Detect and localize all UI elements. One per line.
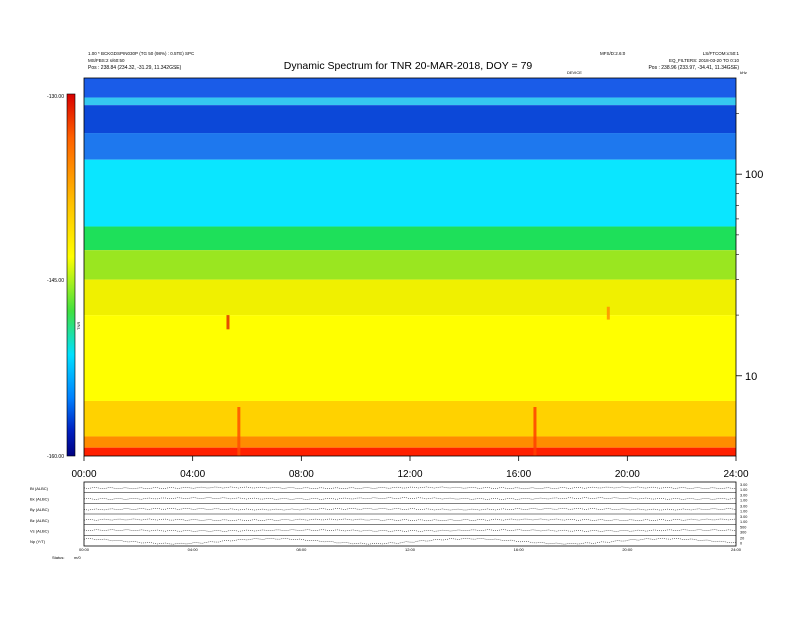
colorbar-frame [66, 93, 76, 457]
colorbar-tick-bottom: -160.00 [47, 454, 64, 460]
burst-1 [533, 407, 537, 456]
spectrum-band-8 [84, 315, 736, 401]
row-3-right-tick-1: 1.00 [740, 520, 747, 524]
row-trace-0 [83, 486, 737, 490]
status-label: Status: [52, 555, 64, 560]
row-1-right-tick-1: 1.00 [740, 499, 747, 503]
header-right-line1: LS/FTCOM:x:50:1 [703, 51, 740, 56]
spectrum-band-5 [84, 226, 736, 251]
row-3-right-tick-0: 3.00 [740, 515, 747, 519]
row-label-5: Np (Y/T) [30, 539, 46, 544]
row-0-right-tick-1: 1.00 [740, 488, 747, 492]
row-0-right-tick-0: 3.00 [740, 483, 747, 487]
row-label-0: Bt (ALBC) [30, 486, 49, 491]
row-label-3: Bz (ALBC) [30, 518, 50, 523]
lower-x-tick-5: 20:00 [622, 547, 633, 552]
spectrogram [84, 78, 736, 456]
spectrum-band-6 [84, 250, 736, 280]
header-right-line4: Pos : 238.96 (233.97, -34.41, 11.34GSE) [648, 65, 739, 71]
colorbar-tick-top: -130.00 [47, 94, 64, 100]
lower-x-tick-3: 12:00 [405, 547, 416, 552]
row-trace-4 [83, 529, 737, 532]
row-4-right-tick-1: 300 [740, 531, 746, 535]
spectrum-band-4 [84, 159, 736, 227]
colorbar [67, 94, 75, 456]
y-tick-label-0: 100 [745, 169, 763, 181]
lower-x-tick-0: 00:00 [79, 547, 90, 552]
x-tick-label-2: 08:00 [289, 469, 314, 480]
x-tick-label-5: 20:00 [615, 469, 640, 480]
right-unit-label: kHz [740, 70, 747, 75]
spectrum-band-0 [84, 78, 736, 98]
x-tick-label-6: 24:00 [723, 469, 748, 480]
y-tick-label-1: 10 [745, 371, 757, 383]
spectrum-band-7 [84, 279, 736, 316]
row-trace-2 [83, 508, 737, 511]
spectrum-band-9 [84, 400, 736, 437]
x-tick-label-4: 16:00 [506, 469, 531, 480]
x-tick-label-3: 12:00 [397, 469, 422, 480]
lower-x-tick-1: 04:00 [188, 547, 199, 552]
colorbar-tick-mid: -145.00 [47, 278, 64, 284]
row-trace-1 [83, 497, 737, 500]
time-axis: 00:00 04:00 08:00 12:00 16:00 20:00 24:00 [71, 456, 749, 480]
frequency-axis: 100 10 [736, 113, 763, 383]
spectrum-band-1 [84, 97, 736, 106]
spectrum-band-3 [84, 133, 736, 160]
burst-0 [226, 315, 230, 330]
header-left-line3: Pos : 238.84 (234.32, -31.29, 11.342GSE) [88, 65, 182, 71]
burst-3 [606, 306, 610, 320]
lower-x-tick-4: 16:00 [514, 547, 525, 552]
status-value: m/0 [74, 555, 81, 560]
spectrum-band-2 [84, 105, 736, 134]
header-left-line1: 1.00 * BCKGDSPIN030P (TG 50 (98%) : 0.5T… [88, 51, 195, 56]
row-1-right-tick-0: 3.00 [740, 494, 747, 498]
row-4-right-tick-0: 500 [740, 526, 746, 530]
row-label-4: Vs (ALBC) [30, 529, 50, 534]
row-trace-5 [83, 537, 737, 545]
row-trace-3 [83, 518, 737, 522]
x-tick-label-0: 00:00 [71, 469, 96, 480]
lower-x-tick-6: 24:00 [731, 547, 742, 552]
lower-x-tick-2: 08:00 [296, 547, 307, 552]
row-2-right-tick-1: 1.00 [740, 509, 747, 513]
header-right-line2: MFS/D:2.6:0 [600, 51, 626, 56]
header-left-line2: MS/FBS:2 s/60:50 [88, 58, 125, 63]
row-5-right-tick-0: 20 [740, 536, 744, 540]
chart-title: Dynamic Spectrum for TNR 20-MAR-2018, DO… [284, 60, 533, 72]
colorbar-label: TNR [76, 322, 81, 330]
row-label-2: By (ALBC) [30, 507, 50, 512]
header-right-line3: EQ_FILTERS: 2018-03-20 TO 0:10 [669, 58, 740, 63]
header-small-label: DEVICE [567, 70, 582, 75]
x-tick-label-1: 04:00 [180, 469, 205, 480]
row-2-right-tick-0: 3.00 [740, 504, 747, 508]
burst-2 [237, 407, 241, 456]
spectrum-band-11 [84, 447, 736, 456]
row-5-right-tick-1: 0 [740, 541, 742, 545]
row-label-1: Bx (ALBC) [30, 497, 50, 502]
spectrum-band-10 [84, 436, 736, 448]
